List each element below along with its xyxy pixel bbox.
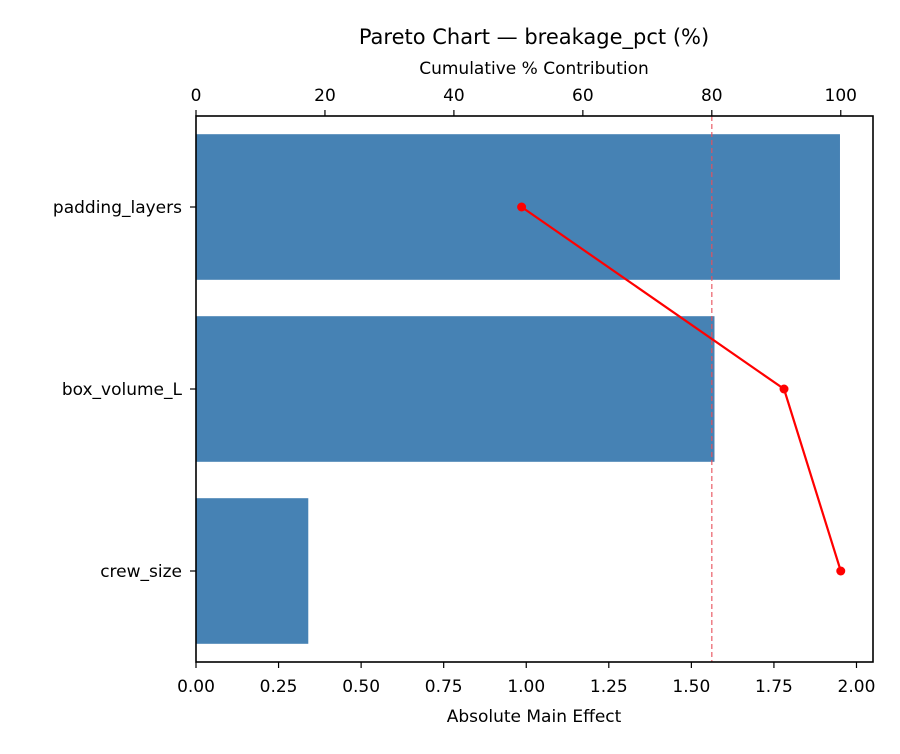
- x-tick-label: 0.25: [260, 677, 298, 697]
- secondary-x-axis-ticks: 0 20 40 60 80 100: [191, 86, 857, 116]
- y-tick-label: crew_size: [100, 562, 182, 582]
- bar-box_volume_L: [196, 316, 715, 462]
- cumulative-point: [836, 566, 846, 576]
- x-axis-label: Absolute Main Effect: [447, 707, 622, 727]
- y-axis-ticks: padding_layers box_volume_L crew_size: [53, 198, 196, 582]
- x-tick-label: 1.50: [672, 677, 710, 697]
- x-tick-label: 0.00: [177, 677, 215, 697]
- bars: [196, 134, 840, 644]
- x-tick-label: 1.75: [755, 677, 793, 697]
- x-tick-label: 2.00: [838, 677, 876, 697]
- secondary-x-axis-label: Cumulative % Contribution: [419, 59, 649, 79]
- secondary-x-tick-label: 60: [572, 86, 594, 106]
- y-tick-label: padding_layers: [53, 198, 182, 218]
- x-tick-label: 1.25: [590, 677, 628, 697]
- secondary-x-tick-label: 0: [191, 86, 202, 106]
- secondary-x-tick-label: 100: [825, 86, 857, 106]
- y-tick-label: box_volume_L: [62, 380, 183, 400]
- secondary-x-tick-label: 80: [701, 86, 723, 106]
- chart-title: Pareto Chart — breakage_pct (%): [359, 25, 709, 50]
- x-tick-label: 1.00: [507, 677, 545, 697]
- cumulative-point: [517, 202, 527, 212]
- x-tick-label: 0.50: [342, 677, 380, 697]
- secondary-x-tick-label: 20: [314, 86, 336, 106]
- x-tick-label: 0.75: [425, 677, 463, 697]
- bar-crew_size: [196, 498, 309, 644]
- x-axis-ticks: 0.00 0.25 0.50 0.75 1.00 1.25 1.50 1.75 2.00: [177, 662, 875, 697]
- secondary-x-tick-label: 40: [443, 86, 465, 106]
- cumulative-point: [779, 384, 789, 394]
- cumulative-line: [517, 202, 846, 576]
